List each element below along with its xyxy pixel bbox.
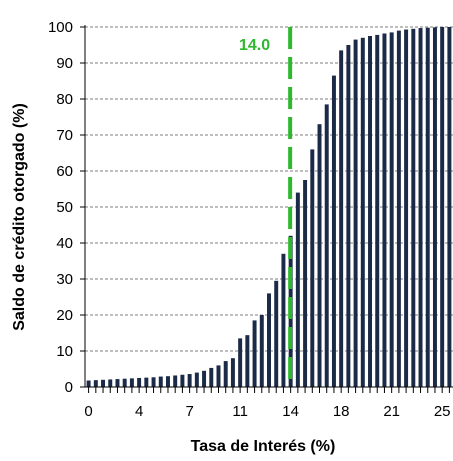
bar (259, 315, 264, 387)
bar (216, 365, 221, 387)
bar (382, 33, 387, 387)
bar (230, 358, 235, 387)
bar (267, 293, 271, 387)
bar (122, 378, 127, 387)
bar (440, 27, 445, 387)
bar (115, 379, 120, 387)
bar (346, 45, 351, 387)
bar (353, 39, 358, 387)
bar (129, 378, 134, 387)
threshold-label: 14.0 (239, 37, 270, 54)
y-tick-label: 10 (56, 343, 73, 360)
bars (86, 27, 452, 388)
bar (317, 124, 322, 387)
x-tick-label: 25 (434, 403, 451, 420)
bar (165, 376, 170, 387)
bar (295, 192, 300, 387)
x-tick-label: 18 (333, 403, 350, 420)
bar (245, 335, 250, 387)
bar (137, 378, 142, 387)
bar (339, 50, 344, 388)
bar (368, 36, 373, 387)
y-tick-label: 0 (65, 379, 73, 396)
bar (86, 380, 91, 387)
bar (324, 104, 329, 388)
bar (101, 379, 106, 387)
bar (252, 320, 257, 387)
x-tick-label: 7 (185, 403, 193, 420)
bar (310, 149, 315, 387)
bar (151, 377, 156, 387)
x-tick-label: 4 (135, 403, 143, 420)
bar (108, 379, 113, 387)
bar (425, 27, 430, 387)
bar (360, 37, 365, 388)
bar (194, 372, 199, 387)
bar (432, 27, 437, 388)
bar (187, 374, 192, 387)
y-tick-label: 70 (56, 127, 73, 144)
bar (180, 374, 185, 387)
bar (447, 27, 452, 387)
x-tick-label: 0 (84, 403, 92, 420)
bar (331, 75, 336, 387)
bar (418, 28, 423, 388)
axes (80, 25, 453, 393)
bar (209, 367, 214, 387)
y-tick-label: 90 (56, 55, 73, 72)
bar (389, 32, 394, 388)
bar (404, 29, 409, 388)
y-tick-label: 60 (56, 163, 73, 180)
y-axis-title: Saldo de crédito otorgado (%) (11, 103, 28, 331)
bar (223, 361, 228, 387)
bar (281, 253, 286, 387)
bar (173, 375, 178, 387)
bar (375, 34, 380, 388)
bar (303, 180, 308, 387)
bar (238, 338, 243, 387)
bar (202, 370, 207, 387)
bar (93, 380, 98, 387)
y-tick-label: 80 (56, 91, 73, 108)
x-tick-label: 21 (383, 403, 400, 420)
bar (274, 280, 279, 387)
bar (144, 377, 149, 387)
bar (158, 376, 163, 387)
x-tick-label: 11 (232, 403, 248, 420)
annotation: 14.0 (239, 27, 293, 387)
y-tick-label: 40 (56, 235, 73, 252)
y-tick-label: 20 (56, 307, 73, 324)
bar (396, 30, 401, 387)
y-tick-label: 50 (56, 199, 73, 216)
y-tick-label: 100 (48, 19, 73, 36)
bar (411, 28, 416, 388)
tick-labels: 0 10 20 30 40 50 60 70 80 90 100 0 4 7 11 14 18 21 25 (48, 19, 451, 420)
y-tick-label: 30 (56, 271, 73, 288)
x-axis-title: Tasa de Interés (%) (191, 438, 336, 455)
x-tick-label: 14 (282, 403, 299, 420)
